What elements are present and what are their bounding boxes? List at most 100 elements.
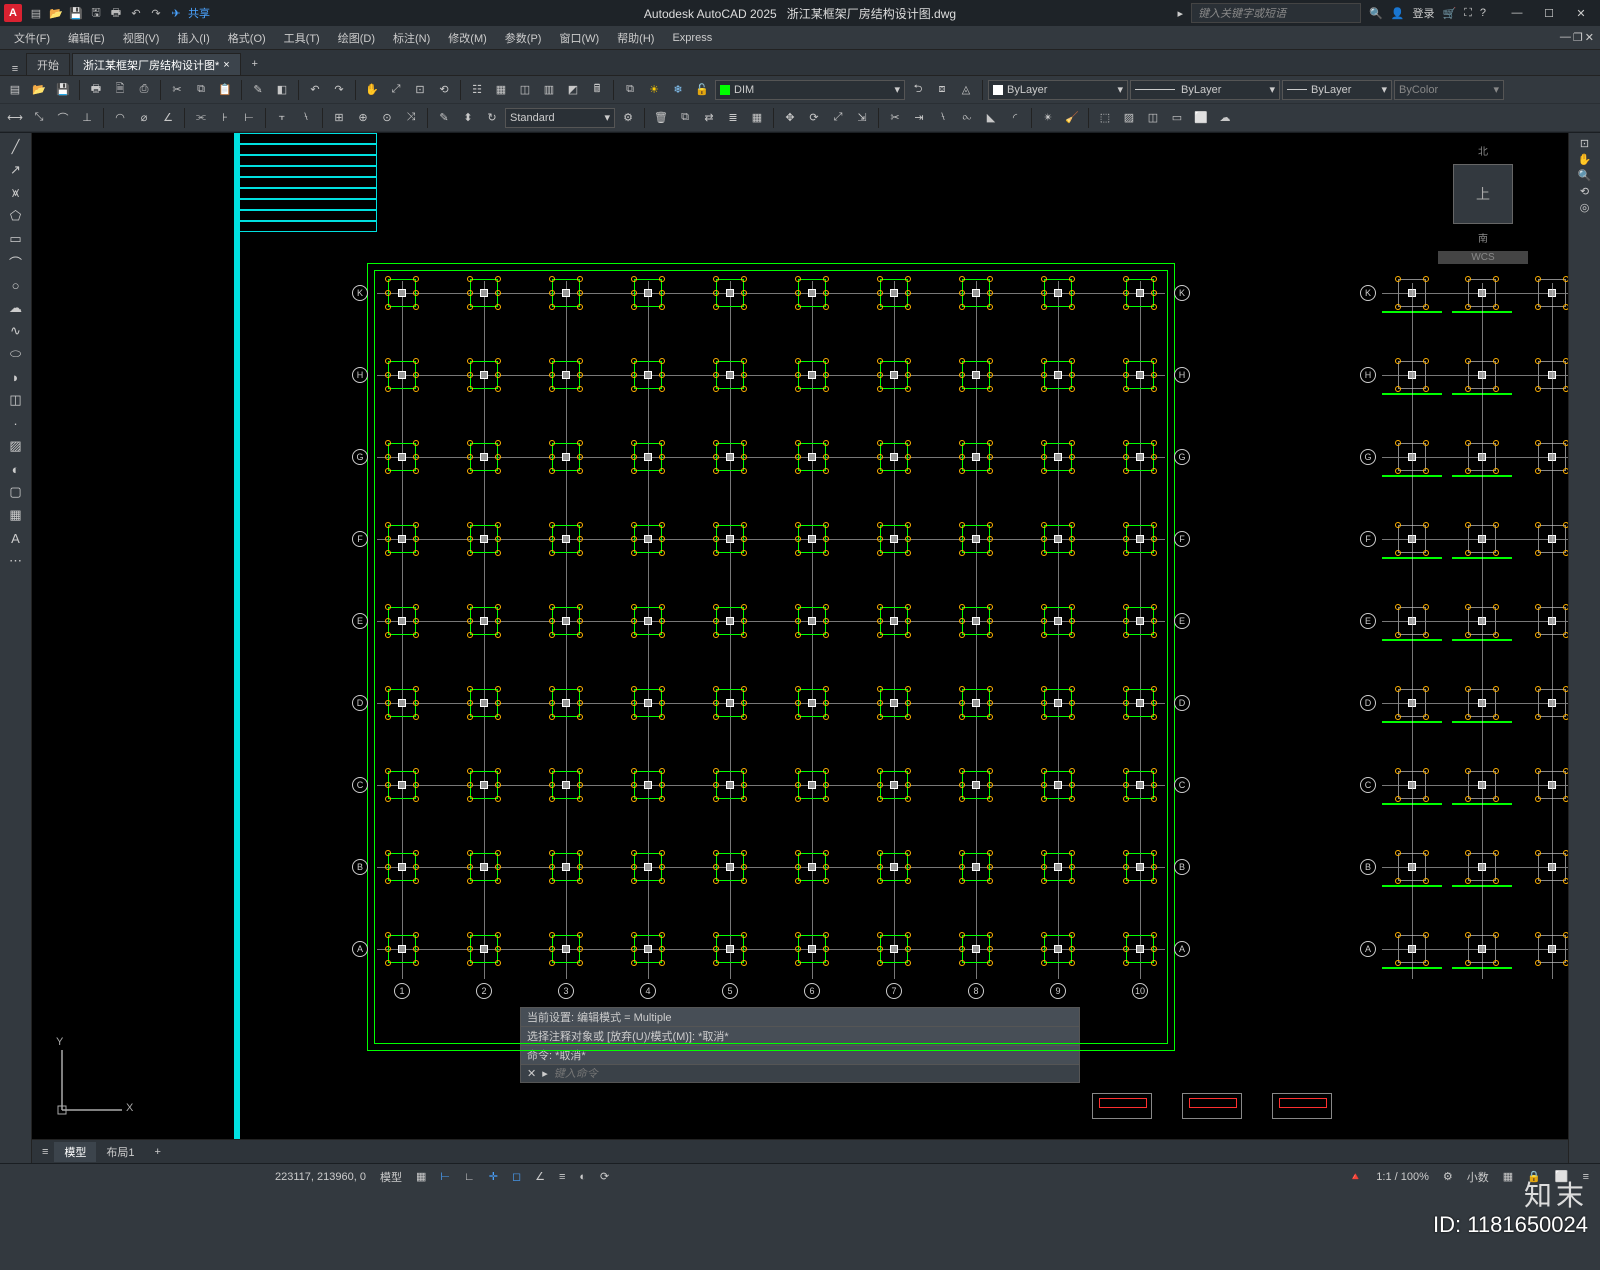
extra-tool[interactable]: ⋯ (5, 551, 27, 571)
status-transparency-icon[interactable]: ◐ (574, 1169, 591, 1185)
undo2-button[interactable]: ↶ (304, 79, 326, 101)
share-icon[interactable]: ✈ (168, 5, 184, 21)
doc-close-button[interactable]: ✕ (1585, 31, 1594, 44)
block-editor-button[interactable]: ◧ (271, 79, 293, 101)
zoom-ext-button[interactable]: ⤢ (385, 79, 407, 101)
plotstyle-dropdown[interactable]: ByColor ▾ (1394, 80, 1504, 100)
dim-space-button[interactable]: ⫟ (271, 107, 293, 129)
viewcube[interactable]: 北 上 南 WCS (1438, 143, 1528, 263)
jog-button[interactable]: ⤨ (400, 107, 422, 129)
tab-add-layout[interactable]: + (145, 1144, 171, 1160)
menu-view[interactable]: 视图(V) (115, 28, 168, 48)
menu-tools[interactable]: 工具(T) (276, 28, 328, 48)
dim-tedit-button[interactable]: ⬍ (457, 107, 479, 129)
viewcube-face-top[interactable]: 上 (1453, 164, 1513, 224)
circle-tool[interactable]: ○ (5, 275, 27, 295)
dimstyle-dropdown[interactable]: Standard ▾ (505, 108, 615, 128)
draworder-button[interactable]: ⬚ (1094, 107, 1116, 129)
new-button[interactable]: ▤ (4, 79, 26, 101)
layer-prev-button[interactable]: ⮌ (907, 79, 929, 101)
nav-wheel-button[interactable]: ◎ (1580, 201, 1590, 214)
redo2-button[interactable]: ↷ (328, 79, 350, 101)
dim-continue-button[interactable]: ⊢ (238, 107, 260, 129)
layer-on-icon[interactable]: ☀ (643, 79, 665, 101)
menu-help[interactable]: 帮助(H) (609, 28, 662, 48)
user-icon[interactable]: 👤 (1391, 7, 1405, 20)
tab-close-icon[interactable]: × (223, 59, 229, 71)
rotate-button[interactable]: ⟳ (803, 107, 825, 129)
ellipse-arc-tool[interactable]: ◗ (5, 367, 27, 387)
help-icon[interactable]: ? (1480, 7, 1486, 19)
copy-button[interactable]: ⧉ (190, 79, 212, 101)
share-label[interactable]: 共享 (188, 5, 210, 21)
scale-button[interactable]: ⤢ (827, 107, 849, 129)
status-decimal[interactable]: 小数 (1462, 1167, 1494, 1187)
chamfer-button[interactable]: ◣ (980, 107, 1002, 129)
dim-ordinate-button[interactable]: ⊥ (76, 107, 98, 129)
dim-linear-button[interactable]: ⟷ (4, 107, 26, 129)
preview-button[interactable]: 🗎 (109, 79, 131, 101)
break-button[interactable]: ⧷ (932, 107, 954, 129)
dim-edit-button[interactable]: ✎ (433, 107, 455, 129)
menu-express[interactable]: Express (664, 30, 720, 46)
point-tool[interactable]: · (5, 413, 27, 433)
menu-parametric[interactable]: 参数(P) (497, 28, 550, 48)
search-icon[interactable]: 🔍 (1369, 7, 1383, 20)
polygon-tool[interactable]: ⬠ (5, 206, 27, 226)
tab-layout1[interactable]: 布局1 (96, 1142, 144, 1162)
cut-button[interactable]: ✂ (166, 79, 188, 101)
nav-pan-button[interactable]: ✋ (1578, 153, 1592, 166)
minimize-button[interactable]: — (1502, 2, 1532, 24)
explode-button[interactable]: ✴ (1037, 107, 1059, 129)
layer-manage-button[interactable]: ⧉ (619, 79, 641, 101)
menu-insert[interactable]: 插入(I) (169, 28, 217, 48)
tab-model[interactable]: 模型 (54, 1142, 96, 1162)
hatch-tool[interactable]: ▨ (5, 436, 27, 456)
doc-minimize-button[interactable]: — (1560, 31, 1571, 44)
tablist-icon[interactable]: ≡ (4, 63, 26, 75)
inspect-button[interactable]: ⊙ (376, 107, 398, 129)
maximize-button[interactable]: ☐ (1534, 2, 1564, 24)
layer-state-button[interactable]: ⧈ (931, 79, 953, 101)
join-button[interactable]: ⧜ (956, 107, 978, 129)
open-button[interactable]: 📂 (28, 79, 50, 101)
hatch-button[interactable]: ▨ (1118, 107, 1140, 129)
center-mark-button[interactable]: ⊕ (352, 107, 374, 129)
layer-iso-button[interactable]: ◬ (955, 79, 977, 101)
dim-baseline-button[interactable]: ⊦ (214, 107, 236, 129)
move-button[interactable]: ✥ (779, 107, 801, 129)
trim-button[interactable]: ✂ (884, 107, 906, 129)
plot-button[interactable]: 🖶 (85, 79, 107, 101)
nav-full-button[interactable]: ⊡ (1580, 137, 1589, 150)
tab-start[interactable]: 开始 (26, 53, 70, 75)
revcloud-button[interactable]: ☁ (1214, 107, 1236, 129)
menu-edit[interactable]: 编辑(E) (60, 28, 113, 48)
gradient-tool[interactable]: ◐ (5, 459, 27, 479)
status-grid-icon[interactable]: ▦ (411, 1168, 431, 1185)
purge-button[interactable]: 🧹 (1061, 107, 1083, 129)
arc-tool[interactable]: ⌒ (5, 252, 27, 272)
tolerance-button[interactable]: ⊞ (328, 107, 350, 129)
tab-add-button[interactable]: + (243, 53, 267, 75)
quick-calc-button[interactable]: 🖩 (586, 79, 608, 101)
viewcube-wcs[interactable]: WCS (1438, 251, 1528, 264)
plot-icon[interactable]: 🖶 (108, 5, 124, 21)
dim-break-button[interactable]: ⧷ (295, 107, 317, 129)
dim-diameter-button[interactable]: ⌀ (133, 107, 155, 129)
linetype-dropdown[interactable]: ByLayer ▾ (1130, 80, 1280, 100)
status-lwt-icon[interactable]: ≡ (554, 1169, 570, 1185)
dimstyle-manage-button[interactable]: ⚙ (617, 107, 639, 129)
menu-file[interactable]: 文件(F) (6, 28, 58, 48)
mtext-tool[interactable]: A (5, 528, 27, 548)
boundary-button[interactable]: ▭ (1166, 107, 1188, 129)
status-space[interactable]: 模型 (375, 1167, 407, 1187)
paste-button[interactable]: 📋 (214, 79, 236, 101)
layer-dropdown[interactable]: DIM ▾ (715, 80, 905, 100)
menu-modify[interactable]: 修改(M) (440, 28, 495, 48)
rect-tool[interactable]: ▭ (5, 229, 27, 249)
status-ortho-icon[interactable]: ∟ (459, 1169, 480, 1185)
copy-obj-button[interactable]: ⧉ (674, 107, 696, 129)
pline-tool[interactable]: ⩙ (5, 183, 27, 203)
status-cycle-icon[interactable]: ⟳ (595, 1168, 614, 1185)
dim-angular-button[interactable]: ∠ (157, 107, 179, 129)
